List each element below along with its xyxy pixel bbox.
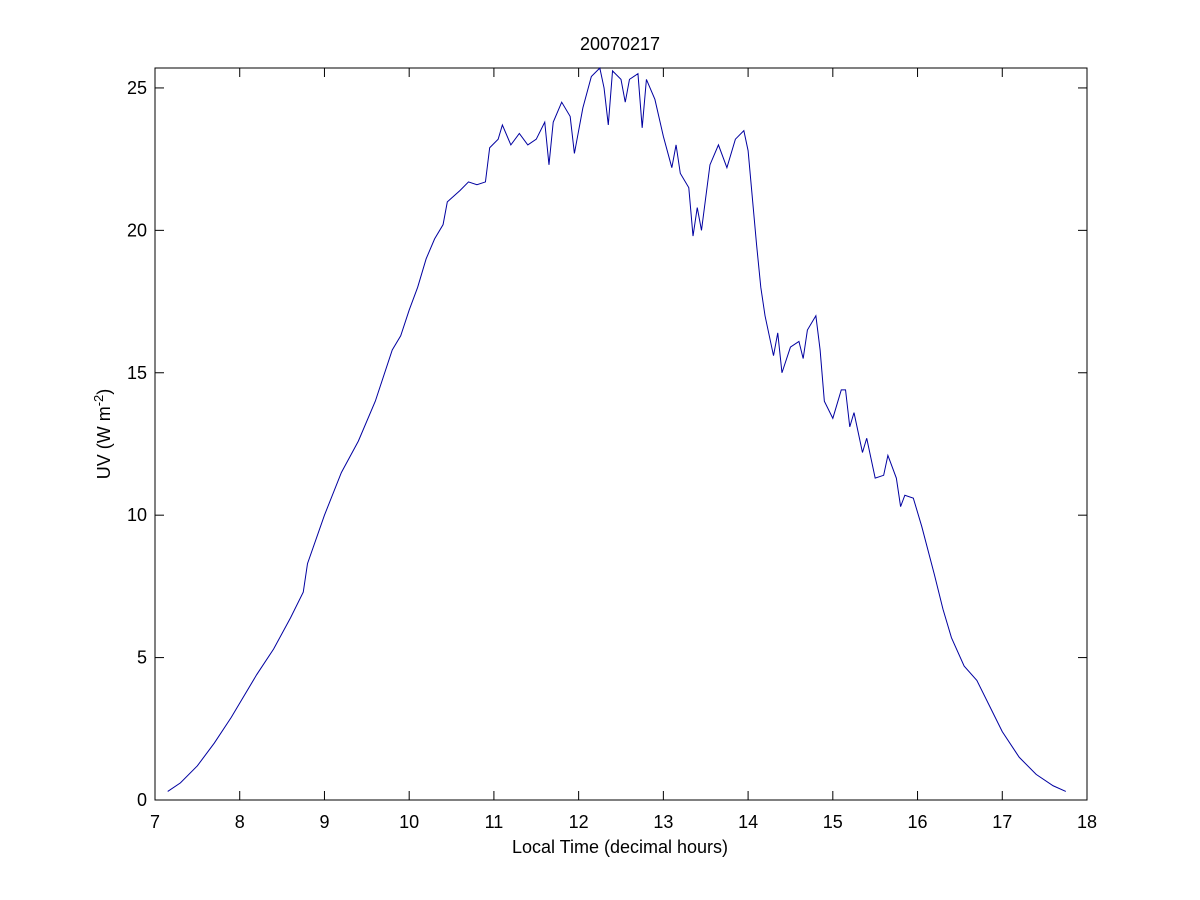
y-tick-label: 15 (127, 363, 147, 383)
y-tick-label: 10 (127, 505, 147, 525)
x-tick-label: 12 (569, 812, 589, 832)
data-line (167, 66, 1067, 792)
plot-frame (154, 67, 1088, 801)
x-tick-label: 10 (399, 812, 419, 832)
x-tick-label: 9 (319, 812, 329, 832)
y-label-superscript: -2 (91, 395, 106, 407)
x-tick-label: 11 (485, 812, 504, 832)
x-tick-label: 13 (653, 812, 673, 832)
x-tick-label: 16 (908, 812, 928, 832)
y-tick-label: 20 (127, 220, 147, 240)
y-tick-label: 0 (137, 790, 147, 810)
x-tick-label: 17 (992, 812, 1012, 832)
y-tick-label: 25 (127, 78, 147, 98)
chart-title: 20070217 (580, 34, 660, 54)
x-tick-label: 18 (1077, 812, 1097, 832)
x-tick-label: 14 (738, 812, 758, 832)
y-label-suffix: ) (94, 389, 114, 395)
x-tick-label: 15 (823, 812, 843, 832)
x-axis-label: Local Time (decimal hours) (512, 837, 728, 857)
y-tick-label: 5 (137, 648, 147, 668)
x-tick-label: 7 (150, 812, 160, 832)
y-label-text: UV (W m (94, 406, 114, 479)
y-axis-label: UV (W m-2) (91, 389, 114, 480)
x-tick-label: 8 (235, 812, 245, 832)
